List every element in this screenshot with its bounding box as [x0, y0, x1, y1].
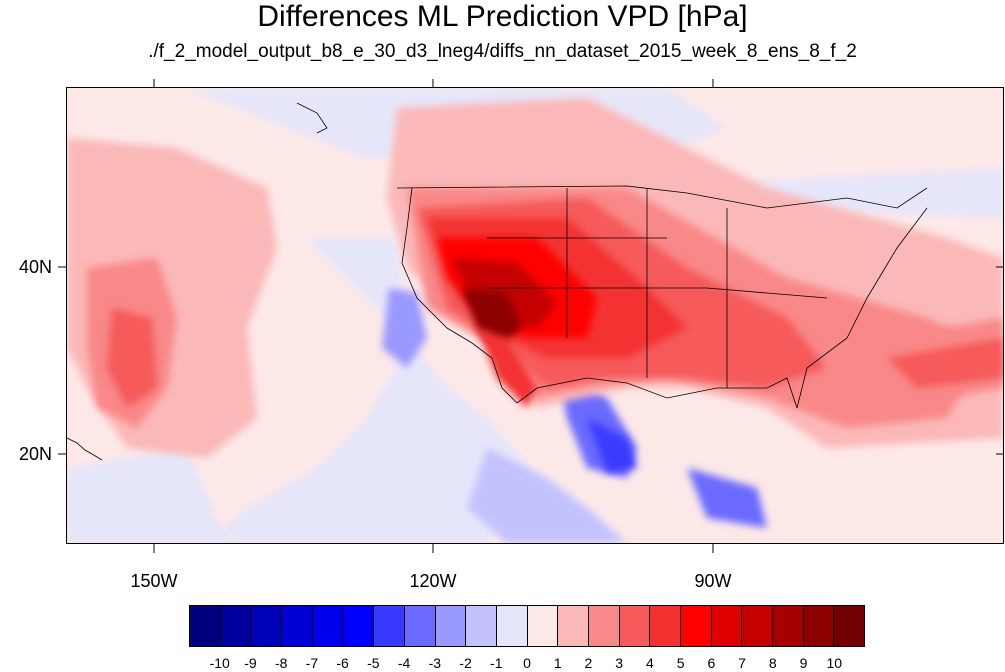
colorbar-label: -2	[459, 655, 472, 671]
colorbar-label: -6	[336, 655, 349, 671]
colorbar-label: 1	[553, 655, 562, 671]
map-panel	[66, 87, 1004, 544]
lon-label-120w: 120W	[409, 571, 457, 591]
colorbar-box	[650, 606, 681, 646]
colorbar-box	[496, 606, 528, 646]
colorbar-box	[312, 606, 344, 646]
colorbar-box	[374, 606, 405, 646]
colorbar-label: 0	[523, 655, 531, 671]
colorbar-label: 7	[738, 655, 746, 671]
colorbar-box	[742, 606, 774, 646]
colorbar-label: -3	[428, 655, 442, 671]
colorbar-box	[190, 606, 221, 646]
colorbar-label: 6	[707, 655, 716, 671]
colorbar-box	[619, 606, 651, 646]
colorbar-label: -7	[305, 655, 319, 671]
colorbar-label: 8	[768, 655, 777, 671]
colorbar-box	[435, 606, 467, 646]
colorbar-box	[803, 606, 835, 646]
colorbar-label: 2	[584, 655, 593, 671]
colorbar-box	[681, 606, 712, 646]
colorbar-label: 9	[799, 655, 808, 671]
colorbar-label: -5	[367, 655, 380, 671]
colorbar-box	[404, 606, 436, 646]
colorbar-box	[527, 606, 559, 646]
vpd-difference-field	[67, 88, 1003, 543]
colorbar-label: -8	[274, 655, 288, 671]
colorbar-label: 3	[615, 655, 624, 671]
colorbar-label: -4	[397, 655, 411, 671]
colorbar	[189, 605, 865, 647]
colorbar-box	[282, 606, 313, 646]
colorbar-label: 10	[826, 655, 843, 671]
colorbar-label: -10	[209, 655, 230, 671]
colorbar-label: -1	[490, 655, 503, 671]
coastlines	[67, 102, 928, 461]
chart-title: Differences ML Prediction VPD [hPa]	[257, 0, 748, 33]
colorbar-label: -9	[244, 655, 257, 671]
colorbar-box	[220, 606, 252, 646]
colorbar-box	[343, 606, 375, 646]
colorbar-label: 5	[676, 655, 685, 671]
lon-label-90w: 90W	[694, 571, 732, 591]
colorbar-box	[558, 606, 589, 646]
colorbar-box	[466, 606, 497, 646]
colorbar-box	[834, 606, 865, 646]
colorbar-box	[773, 606, 804, 646]
colorbar-label: 4	[646, 655, 654, 671]
colorbar-box	[251, 606, 283, 646]
lat-label-20n: 20N	[18, 444, 52, 464]
lat-label-40n: 40N	[18, 257, 52, 277]
colorbar-box	[588, 606, 620, 646]
lon-label-150w: 150W	[130, 571, 178, 591]
chart-subtitle: ./f_2_model_output_b8_e_30_d3_lneg4/diff…	[148, 41, 857, 62]
colorbar-box	[711, 606, 743, 646]
